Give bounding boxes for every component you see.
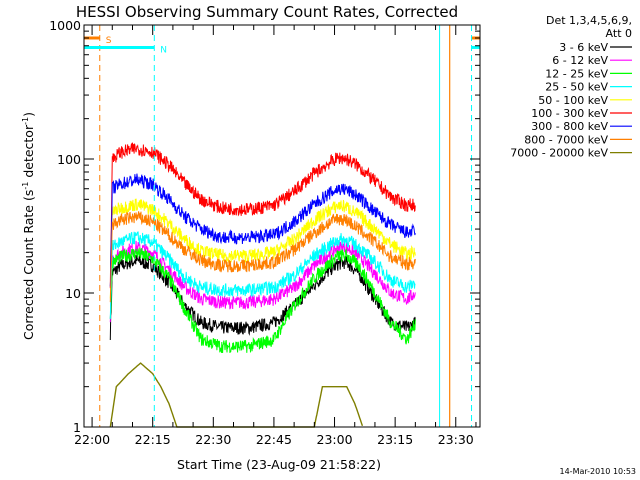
y-tick-label: 10	[65, 286, 81, 301]
x-tick-label: 22:45	[256, 432, 292, 447]
series-line	[109, 362, 364, 428]
footer-date: 14-Mar-2010 10:53	[560, 467, 637, 476]
axes-layer: 22:00 22:15 22:30 22:45 23:00 23:15 23:30 1 10 10…	[49, 18, 481, 447]
legend-entry: 50 - 100 keV	[538, 94, 608, 107]
series-layer	[109, 142, 416, 428]
series-line	[109, 198, 416, 299]
marker-layer: SN	[84, 25, 480, 427]
y-axis-label-mid: detector	[21, 124, 36, 182]
legend-entry: 12 - 25 keV	[545, 67, 608, 80]
series-line	[109, 255, 416, 341]
series-line	[109, 173, 416, 287]
legend-entry: 800 - 7000 keV	[524, 133, 608, 146]
legend-entry: 25 - 50 keV	[545, 81, 608, 94]
y-tick-label: 100	[57, 152, 81, 167]
series-line	[109, 231, 416, 320]
legend-entry: 300 - 800 keV	[531, 120, 608, 133]
legend-entry: 7000 - 20000 keV	[510, 147, 608, 160]
legend-entry: 3 - 6 keV	[559, 41, 608, 54]
series-line	[109, 211, 416, 303]
y-axis-label: Corrected Count Rate (s-1 detector-1)	[21, 112, 36, 340]
legend-entry: 6 - 12 keV	[552, 54, 608, 67]
y-tick-label: 1	[73, 420, 81, 435]
series-line	[109, 142, 416, 289]
marker-label: N	[160, 45, 167, 55]
y-axis-label-end: )	[21, 112, 36, 117]
plot-frame	[83, 24, 481, 428]
legend-entry: 100 - 300 keV	[531, 107, 608, 120]
x-tick-label: 22:15	[135, 432, 171, 447]
x-tick-label: 23:00	[317, 432, 353, 447]
x-tick-label: 23:15	[377, 432, 413, 447]
legend-header: Att 0	[606, 27, 632, 40]
series-line	[109, 247, 416, 354]
marker-label: S	[106, 36, 112, 46]
y-axis-label-sup2: -1	[21, 117, 30, 125]
y-axis-label-main: Corrected Count Rate (s	[21, 190, 36, 340]
y-axis-label-sup1: -1	[21, 182, 30, 190]
x-tick-label: 22:00	[74, 432, 110, 447]
chart-title: HESSI Observing Summary Count Rates, Cor…	[76, 3, 458, 21]
x-tick-label: 23:30	[438, 432, 474, 447]
x-tick-label: 22:30	[195, 432, 231, 447]
legend-header: Det 1,3,4,5,6,9,	[546, 14, 632, 27]
y-tick-label: 1000	[49, 18, 81, 33]
x-axis-label: Start Time (23-Aug-09 21:58:22)	[177, 457, 381, 472]
